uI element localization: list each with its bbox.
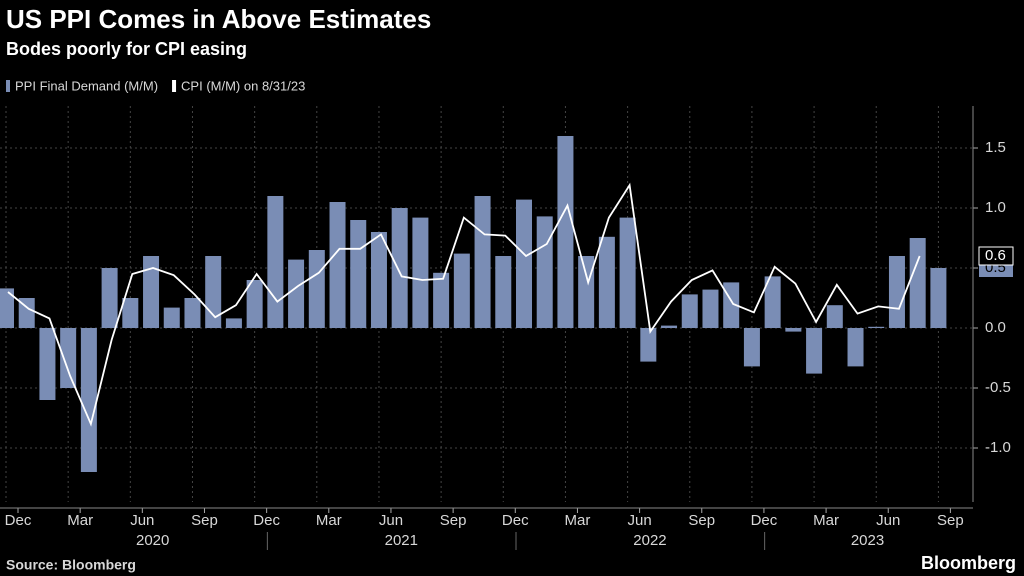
bar (225, 318, 242, 328)
source: Source: Bloomberg (6, 557, 136, 573)
bar (370, 232, 387, 328)
bar (536, 216, 553, 328)
x-group-label: 2023 (851, 532, 884, 549)
end-value-label: 0.6 (985, 247, 1006, 264)
x-tick-label: Dec (253, 512, 280, 529)
x-tick-label: Mar (565, 512, 591, 529)
bar (702, 289, 719, 328)
bar (619, 217, 636, 328)
bar (350, 220, 367, 328)
bar (930, 268, 947, 328)
y-tick-label: -1.0 (985, 439, 1011, 456)
x-tick-label: Sep (688, 512, 715, 529)
bar (246, 280, 263, 328)
brand: Bloomberg (921, 553, 1016, 573)
y-tick-label: -0.5 (985, 379, 1011, 396)
x-tick-label: Sep (191, 512, 218, 529)
bar (909, 238, 926, 328)
bar (433, 272, 450, 328)
bar (847, 328, 864, 367)
bar (205, 256, 222, 328)
line (7, 182, 921, 427)
bar (39, 328, 56, 400)
bar (0, 288, 14, 328)
bar (143, 256, 160, 328)
bar (785, 328, 802, 332)
bar (888, 256, 905, 328)
bar (163, 307, 180, 328)
x-tick-label: Jun (876, 512, 900, 529)
bar (868, 326, 885, 328)
bar (495, 256, 512, 328)
x-tick-label: Mar (316, 512, 342, 529)
x-group-label: 2022 (633, 532, 666, 549)
bar (806, 328, 823, 374)
bar (743, 328, 760, 367)
x-group-label: 2020 (136, 532, 169, 549)
bar (474, 196, 491, 328)
bar (661, 325, 678, 328)
y-tick-label: 1.5 (985, 139, 1006, 156)
bar (826, 305, 843, 328)
bar (80, 328, 97, 472)
x-tick-label: Sep (440, 512, 467, 529)
x-tick-label: Jun (130, 512, 154, 529)
y-tick-label: 0.0 (985, 319, 1006, 336)
bar (308, 250, 325, 328)
legend-swatch (6, 80, 10, 92)
bar (681, 294, 698, 328)
y-tick-label: 1.0 (985, 199, 1006, 216)
bar (60, 328, 77, 388)
x-tick-label: Dec (502, 512, 529, 529)
chart-subtitle: Bodes poorly for CPI easing (6, 39, 247, 59)
x-tick-label: Jun (379, 512, 403, 529)
bar (18, 298, 35, 328)
bar (640, 328, 657, 362)
bar (578, 256, 595, 328)
bar (764, 276, 781, 328)
legend-swatch (172, 80, 177, 92)
bar (391, 208, 408, 328)
bar (288, 259, 305, 328)
x-tick-label: Jun (628, 512, 652, 529)
legend-label: CPI (M/M) on 8/31/23 (181, 78, 305, 93)
x-tick-label: Mar (813, 512, 839, 529)
bar (267, 196, 284, 328)
bar (557, 136, 574, 328)
x-tick-label: Dec (5, 512, 32, 529)
x-tick-label: Dec (751, 512, 778, 529)
x-group-label: 2021 (385, 532, 418, 549)
bar (122, 298, 139, 328)
bar (516, 199, 532, 328)
bar (184, 298, 201, 328)
bar (412, 217, 429, 328)
bar (598, 236, 615, 328)
x-tick-label: Sep (937, 512, 964, 529)
chart-title: US PPI Comes in Above Estimates (6, 4, 431, 34)
bar (453, 253, 470, 328)
end-label-box (978, 246, 1014, 266)
legend-label: PPI Final Demand (M/M) (15, 78, 158, 93)
bar (101, 268, 118, 328)
bar (329, 202, 346, 328)
x-tick-label: Mar (67, 512, 93, 529)
